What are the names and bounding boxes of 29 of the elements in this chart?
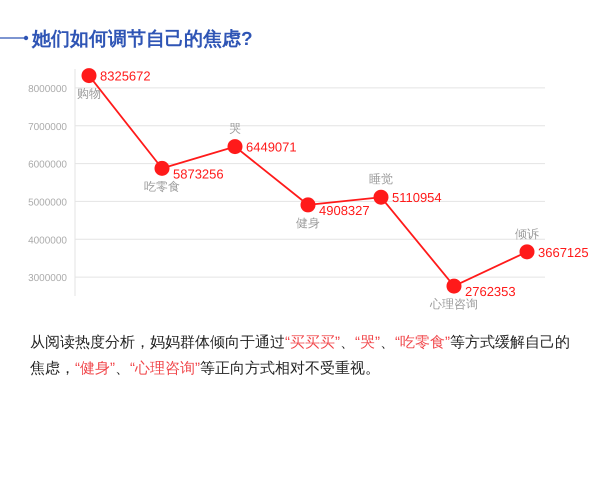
- x-tick-label: 心理咨询: [429, 297, 478, 312]
- data-label: 2762353: [465, 284, 516, 300]
- x-tick-label: 吃零食: [144, 179, 180, 194]
- x-tick-label: 睡觉: [369, 172, 393, 186]
- data-label: 6449071: [246, 140, 297, 155]
- x-tick-label: 倾诉: [515, 226, 539, 241]
- point: [228, 139, 242, 154]
- data-label: 5873256: [173, 166, 224, 182]
- data-label: 5110954: [392, 190, 442, 206]
- data-label: 3667125: [538, 244, 589, 260]
- point: [300, 197, 316, 212]
- x-tick-label: 哭: [229, 122, 241, 136]
- x-tick-label: 健身: [296, 216, 320, 230]
- y-tick-label: 8000000: [28, 84, 68, 95]
- y-tick-label: 3000000: [28, 273, 68, 284]
- y-tick-label: 4000000: [28, 235, 68, 246]
- data-label: 8325672: [100, 68, 151, 84]
- chart-title: 她们如何调节自己的焦虑?: [31, 28, 253, 50]
- data-label: 4908327: [319, 202, 370, 218]
- point: [82, 68, 96, 84]
- point: [520, 244, 534, 260]
- point: [374, 190, 388, 205]
- y-tick-label: 7000000: [28, 122, 68, 133]
- point: [446, 278, 462, 294]
- text: 从阅读热度分析，妈妈群体倾向于通过“买买买”、“哭”、“吃零食”等方式缓解自己的焦虑，“健身”、“心理咨询”等正向方式相对不受重视。: [30, 334, 570, 377]
- y-tick-label: 6000000: [28, 160, 68, 171]
- point: [154, 160, 170, 176]
- x-tick-label: 购物: [77, 86, 101, 101]
- y-tick-label: 5000000: [28, 197, 68, 208]
